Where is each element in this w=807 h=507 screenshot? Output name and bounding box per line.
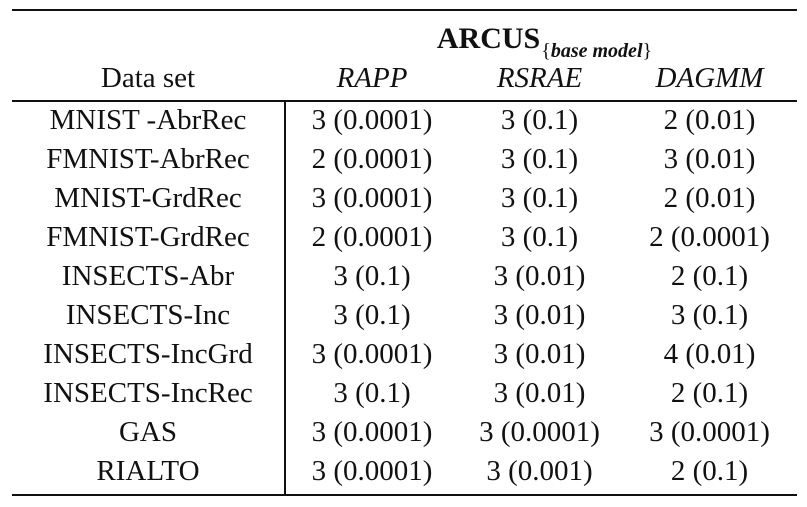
- column-header-dagmm: DAGMM: [655, 62, 764, 94]
- hyperparameter-table: ARCUS{base model} Data set RAPP RSRAE DA…: [12, 9, 797, 497]
- dagmm-cell: 2 (0.1): [670, 377, 749, 409]
- dagmm-cell: 2 (0.0001): [649, 221, 770, 253]
- dataset-cell: GAS: [118, 416, 177, 448]
- dagmm-cell: 4 (0.01): [663, 338, 756, 370]
- group-subscript: {base model}: [541, 40, 653, 62]
- dagmm-cell: 2 (0.01): [663, 104, 756, 136]
- dagmm-cell: 2 (0.1): [670, 455, 749, 487]
- dataset-cell: RIALTO: [96, 455, 200, 487]
- column-separator: [284, 101, 286, 495]
- dagmm-cell: 3 (0.0001): [649, 416, 770, 448]
- rapp-cell: 3 (0.0001): [311, 104, 433, 136]
- table-row: INSECTS-IncRec 3 (0.1) 3 (0.01) 2 (0.1): [12, 374, 797, 413]
- column-header-rapp: RAPP: [336, 62, 408, 94]
- column-header-dataset: Data set: [100, 62, 196, 94]
- rapp-cell: 3 (0.0001): [311, 182, 433, 214]
- table-row: INSECTS-Inc 3 (0.1) 3 (0.01) 3 (0.1): [12, 296, 797, 335]
- table-row: INSECTS-IncGrd 3 (0.0001) 3 (0.01) 4 (0.…: [12, 335, 797, 374]
- table-row: MNIST-GrdRec 3 (0.0001) 3 (0.1) 2 (0.01): [12, 179, 797, 218]
- dataset-cell: MNIST -AbrRec: [49, 104, 247, 136]
- table-row: INSECTS-Abr 3 (0.1) 3 (0.01) 2 (0.1): [12, 257, 797, 296]
- header-rule: [12, 100, 797, 102]
- rsrae-cell: 3 (0.01): [493, 377, 586, 409]
- rsrae-cell: 3 (0.001): [486, 455, 593, 487]
- rapp-cell: 3 (0.0001): [311, 455, 433, 487]
- dataset-cell: INSECTS-IncRec: [43, 377, 253, 409]
- rapp-cell: 2 (0.0001): [311, 221, 433, 253]
- rsrae-cell: 3 (0.1): [500, 143, 579, 175]
- column-header-rsrae: RSRAE: [496, 62, 583, 94]
- table-row: FMNIST-AbrRec 2 (0.0001) 3 (0.1) 3 (0.01…: [12, 140, 797, 179]
- dataset-cell: INSECTS-Abr: [61, 260, 235, 292]
- bottom-rule: [12, 494, 797, 496]
- group-header-arcus: ARCUS{base model}: [292, 19, 797, 65]
- rsrae-cell: 3 (0.01): [493, 260, 586, 292]
- table-row: MNIST -AbrRec 3 (0.0001) 3 (0.1) 2 (0.01…: [12, 101, 797, 140]
- rapp-cell: 2 (0.0001): [311, 143, 433, 175]
- dataset-cell: INSECTS-IncGrd: [43, 338, 253, 370]
- rapp-cell: 3 (0.0001): [311, 416, 433, 448]
- rapp-cell: 3 (0.1): [333, 299, 411, 331]
- rsrae-cell: 3 (0.0001): [479, 416, 600, 448]
- dataset-cell: MNIST-GrdRec: [54, 182, 242, 214]
- rapp-cell: 3 (0.1): [333, 377, 411, 409]
- table-row: RIALTO 3 (0.0001) 3 (0.001) 2 (0.1): [12, 452, 797, 491]
- rsrae-cell: 3 (0.01): [493, 299, 586, 331]
- rsrae-cell: 3 (0.1): [500, 104, 579, 136]
- dataset-cell: FMNIST-AbrRec: [46, 143, 250, 175]
- dagmm-cell: 3 (0.01): [663, 143, 756, 175]
- rapp-cell: 3 (0.1): [333, 260, 411, 292]
- dataset-cell: INSECTS-Inc: [65, 299, 231, 331]
- rapp-cell: 3 (0.0001): [311, 338, 433, 370]
- table-row: GAS 3 (0.0001) 3 (0.0001) 3 (0.0001): [12, 413, 797, 452]
- rsrae-cell: 3 (0.1): [500, 221, 579, 253]
- table-row: FMNIST-GrdRec 2 (0.0001) 3 (0.1) 2 (0.00…: [12, 218, 797, 257]
- dataset-cell: FMNIST-GrdRec: [46, 221, 250, 253]
- top-rule: [12, 9, 797, 11]
- rsrae-cell: 3 (0.1): [500, 182, 579, 214]
- dagmm-cell: 2 (0.01): [663, 182, 756, 214]
- group-title: ARCUS: [436, 22, 541, 55]
- dagmm-cell: 3 (0.1): [670, 299, 749, 331]
- dagmm-cell: 2 (0.1): [670, 260, 749, 292]
- rsrae-cell: 3 (0.01): [493, 338, 586, 370]
